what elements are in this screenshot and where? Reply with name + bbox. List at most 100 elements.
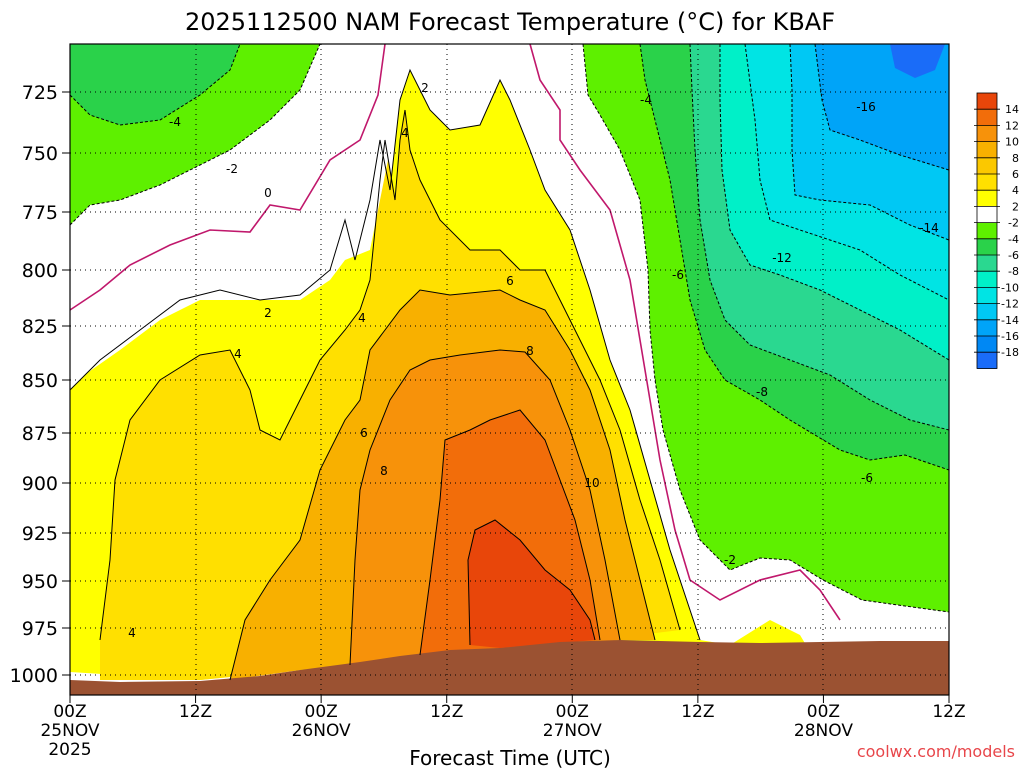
contour-labels: -4 -2 0 2 2 4 4 4 4 6 6 8 8 10 -4 -6 -2 … [128,81,939,640]
contour-label: 8 [380,464,388,478]
colorbar-swatch [977,93,997,110]
y-tick-label: 825 [22,316,58,338]
colorbar-swatch [977,190,997,207]
colorbar-swatch [977,141,997,159]
contour-label: 4 [234,347,242,361]
fill-neg4-upperleft [70,44,240,125]
contour-label: 6 [506,274,514,288]
colorbar-label: 10 [1005,136,1019,149]
x-tick-label: 26NOV [292,721,351,741]
contour-label: 8 [526,344,534,358]
colorbar-label: -2 [1008,217,1019,230]
x-tick-label: 12Z [932,702,965,722]
colorbar-swatch [977,125,997,143]
x-tick-label: 00Z [53,702,86,722]
contour-label: -4 [640,93,652,107]
colorbar-label: 6 [1012,168,1019,181]
colorbar-swatch [977,319,997,337]
y-tick-label: 925 [22,523,58,545]
colorbar-label: -14 [1001,314,1019,327]
x-tick-label: 00Z [556,702,589,722]
y-tick-label: 775 [22,202,58,224]
colorbar: 14 12 10 8 6 4 2 -2 -4 -6 -8 -10 -12 -14 -16 -18 [974,92,1019,369]
credit-text: coolwx.com/models [857,742,1015,761]
contour-label: -8 [756,385,768,399]
colorbar-label: -18 [1001,346,1019,359]
contour-label: 2 [264,306,272,320]
x-tick-label: 00Z [807,702,840,722]
y-tick-label: 950 [22,571,58,593]
contour-label: 4 [358,311,366,325]
chart-title: 2025112500 NAM Forecast Temperature (°C)… [185,8,835,36]
y-tick-label: 1000 [10,665,58,687]
contour-label: 0 [264,186,272,200]
colorbar-swatch [977,174,997,191]
colorbar-label: -6 [1008,249,1019,262]
colorbar-frame [976,92,998,369]
colorbar-swatch [977,157,997,175]
y-tick-label: 900 [22,473,58,495]
x-tick-label: 12Z [430,702,463,722]
y-tick-label: 875 [22,423,58,445]
surface-terrain [70,640,949,695]
y-tick-label: 750 [22,143,58,165]
contour-label: -2 [226,162,238,176]
colorbar-label: -4 [1008,233,1019,246]
contour-label: -2 [724,553,736,567]
fill-white-band [70,44,410,385]
x-tick-label: 2025 [48,740,91,760]
y-tick-label: 800 [22,260,58,282]
colorbar-label: -16 [1001,330,1019,343]
contour-zero-line [69,43,841,621]
plot-area [69,43,950,696]
colorbar-swatch [977,238,997,256]
contour-label: -14 [919,221,939,235]
fill-neg18 [890,44,945,78]
colorbar-swatch [977,222,997,240]
colorbar-label: 2 [1012,200,1019,213]
colorbar-label: 4 [1012,184,1019,197]
colorbar-label: -12 [1001,298,1019,311]
solid-contours [69,68,701,681]
contour-label: 10 [584,476,599,490]
contour-label: 2 [421,81,429,95]
colorbar-swatch [977,287,997,305]
colorbar-swatch [977,109,997,126]
colorbar-swatch [977,255,997,272]
contour-label: 4 [128,626,136,640]
contour-label: -16 [856,100,876,114]
contour-label: -4 [169,115,181,129]
colorbar-swatch [977,303,997,321]
x-tick-label: 12Z [179,702,212,722]
grid [70,44,949,695]
x-tick-label: 27NOV [543,721,602,741]
contour-label: -6 [861,471,873,485]
colorbar-label: -10 [1001,281,1019,294]
colorbar-label: 14 [1005,103,1019,116]
contour-label: -12 [772,251,792,265]
colorbar-label: 12 [1005,119,1019,132]
x-tick-label: 28NOV [794,721,853,741]
contour-label: -6 [672,268,684,282]
y-tick-label: 975 [22,618,58,640]
x-tick-label: 00Z [305,702,338,722]
x-tick-label: 12Z [681,702,714,722]
colorbar-swatch [977,336,997,353]
colorbar-swatch [977,271,997,288]
fill-pos12 [468,520,595,648]
contour-label: 4 [401,126,409,140]
contour-label: 6 [360,426,368,440]
colorbar-label: 8 [1012,152,1019,165]
dashed-contours [69,43,950,613]
y-axis: 725 750 775 800 825 850 875 900 925 950 975 1000 [10,82,70,687]
x-axis-label: Forecast Time (UTC) [409,746,611,768]
colorbar-swatch [977,352,997,369]
y-tick-label: 850 [22,370,58,392]
plot-border [69,43,950,696]
y-tick-label: 725 [22,82,58,104]
colorbar-label: -8 [1008,265,1019,278]
x-tick-label: 25NOV [40,721,99,741]
colorbar-swatch [977,206,997,224]
